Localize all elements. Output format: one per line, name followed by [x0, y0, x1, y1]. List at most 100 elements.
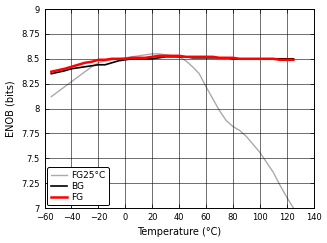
BG [251, 57, 255, 60]
BG [130, 57, 134, 60]
FG25°C [211, 97, 215, 100]
FG25°C [184, 59, 188, 62]
BG [177, 55, 181, 58]
BG [184, 55, 188, 58]
FG [231, 56, 235, 59]
BG [211, 56, 215, 59]
FG [211, 55, 215, 58]
Y-axis label: ENOB (bits): ENOB (bits) [6, 80, 16, 137]
BG [278, 57, 282, 60]
FG25°C [291, 207, 295, 209]
FG25°C [164, 53, 168, 56]
FG [170, 54, 174, 57]
X-axis label: Temperature (°C): Temperature (°C) [137, 227, 221, 237]
BG [110, 61, 114, 64]
FG [117, 57, 121, 60]
FG [137, 56, 141, 59]
FG [110, 57, 114, 60]
FG25°C [271, 171, 275, 174]
BG [191, 56, 195, 59]
FG [258, 57, 262, 60]
BG [123, 58, 127, 61]
FG25°C [123, 56, 127, 59]
BG [83, 65, 87, 68]
BG [96, 63, 100, 66]
BG [258, 57, 262, 60]
FG [96, 58, 100, 61]
FG25°C [204, 85, 208, 88]
FG [285, 58, 289, 61]
FG [217, 56, 221, 59]
BG [244, 57, 248, 60]
FG25°C [137, 54, 141, 57]
FG [177, 54, 181, 57]
BG [90, 64, 94, 67]
FG25°C [96, 61, 100, 64]
FG25°C [224, 119, 228, 122]
FG25°C [117, 57, 121, 60]
Legend: FG25°C, BG, FG: FG25°C, BG, FG [47, 167, 109, 205]
FG25°C [110, 58, 114, 61]
Line: FG25°C: FG25°C [51, 54, 293, 208]
BG [137, 57, 141, 60]
FG25°C [103, 59, 107, 62]
BG [164, 55, 168, 58]
FG [238, 57, 242, 60]
BG [117, 59, 121, 62]
BG [231, 57, 235, 60]
BG [150, 57, 154, 60]
BG [224, 56, 228, 59]
FG [265, 57, 268, 60]
FG [184, 55, 188, 58]
Line: BG: BG [51, 57, 293, 74]
FG25°C [217, 109, 221, 112]
FG25°C [130, 55, 134, 58]
FG25°C [258, 151, 262, 154]
FG25°C [238, 129, 242, 132]
FG25°C [76, 75, 80, 78]
FG [191, 55, 195, 58]
FG25°C [231, 125, 235, 128]
BG [49, 72, 53, 75]
BG [238, 57, 242, 60]
BG [157, 56, 161, 59]
FG25°C [170, 54, 174, 57]
FG25°C [150, 52, 154, 55]
BG [170, 55, 174, 58]
FG [251, 57, 255, 60]
FG [123, 57, 127, 60]
FG [271, 57, 275, 60]
BG [76, 66, 80, 69]
FG [83, 61, 87, 64]
FG25°C [197, 72, 201, 75]
FG [76, 63, 80, 66]
BG [63, 69, 67, 72]
FG [90, 60, 94, 63]
FG25°C [191, 65, 195, 68]
FG [291, 58, 295, 61]
FG [103, 58, 107, 61]
FG [63, 67, 67, 70]
FG [164, 54, 168, 57]
FG25°C [144, 53, 147, 56]
FG25°C [157, 52, 161, 55]
FG25°C [278, 184, 282, 187]
BG [271, 57, 275, 60]
FG25°C [177, 55, 181, 58]
BG [285, 57, 289, 60]
BG [103, 63, 107, 66]
BG [70, 67, 74, 70]
Line: FG: FG [51, 56, 293, 72]
FG [150, 55, 154, 58]
FG25°C [63, 85, 67, 88]
FG [130, 56, 134, 59]
FG25°C [90, 65, 94, 68]
FG [144, 56, 147, 59]
FG [70, 65, 74, 68]
BG [204, 56, 208, 59]
FG [278, 58, 282, 61]
BG [265, 57, 268, 60]
FG25°C [251, 143, 255, 146]
FG [197, 55, 201, 58]
FG25°C [285, 196, 289, 199]
